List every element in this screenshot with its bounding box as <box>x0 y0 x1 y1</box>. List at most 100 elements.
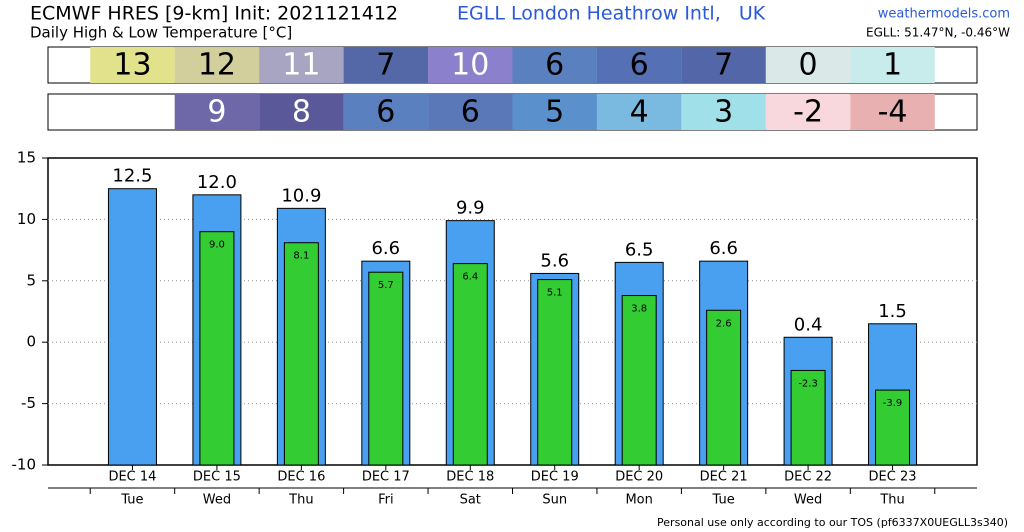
x-tick-label: DEC 17 <box>362 470 410 485</box>
value-label: 2.6 <box>716 318 732 329</box>
weekday-label: Sun <box>542 493 567 508</box>
summary-cell <box>765 47 851 83</box>
weekday-label: Thu <box>288 493 313 508</box>
summary-cell <box>596 94 682 130</box>
x-tick-label: DEC 15 <box>193 470 241 485</box>
x-tick-label: DEC 23 <box>869 470 917 485</box>
value-label: 1.5 <box>878 301 907 322</box>
coords: EGLL: 51.47°N, -0.46°W <box>866 26 1010 40</box>
y-tick-label: 15 <box>17 149 36 167</box>
bar <box>875 389 911 466</box>
weekday-label: Wed <box>794 493 822 508</box>
bar <box>706 309 742 466</box>
summary-cell <box>259 47 344 83</box>
summary-cell <box>428 94 513 130</box>
value-label: 9.0 <box>209 240 225 251</box>
summary-cell <box>512 47 597 83</box>
plot-frame <box>47 157 978 466</box>
summary-cell <box>259 94 344 130</box>
summary-value: 1 <box>883 48 902 83</box>
summary-cell <box>512 94 597 130</box>
value-label: 5.7 <box>378 280 394 291</box>
value-label: 6.5 <box>625 239 654 260</box>
x-tick-label: DEC 14 <box>108 470 156 485</box>
bar <box>537 279 573 466</box>
x-tick-label: DEC 20 <box>615 470 663 485</box>
x-tick-label: DEC 16 <box>277 470 325 485</box>
summary-cell <box>343 94 429 130</box>
value-label: 6.6 <box>371 238 400 259</box>
summary-value: 6 <box>545 48 564 83</box>
bar <box>621 295 657 466</box>
summary-value: 8 <box>292 95 311 130</box>
summary-cell <box>681 94 766 130</box>
y-tick-label: 10 <box>17 210 36 228</box>
x-tick-label: DEC 18 <box>446 470 494 485</box>
value-label: 6.4 <box>462 272 478 283</box>
value-label: -3.9 <box>883 398 903 409</box>
value-label: 10.9 <box>281 185 321 206</box>
summary-cell <box>428 47 513 83</box>
summary-value: 9 <box>207 95 226 130</box>
value-label: 5.1 <box>547 288 563 299</box>
weekday-label: Tue <box>120 493 143 508</box>
value-label: 5.6 <box>540 250 569 271</box>
summary-cell <box>681 47 766 83</box>
weekday-label: Fri <box>378 493 394 508</box>
y-tick-label: 0 <box>26 333 36 351</box>
value-label: -2.3 <box>798 378 818 389</box>
summary-cell <box>765 94 851 130</box>
location: EGLL London Heathrow Intl, UK <box>457 3 766 25</box>
footer: Personal use only according to our TOS (… <box>657 516 1008 529</box>
summary-value: 10 <box>451 48 489 83</box>
value-label: 8.1 <box>293 251 309 262</box>
value-label: 12.5 <box>112 166 152 187</box>
summary-value: 7 <box>376 48 395 83</box>
bar <box>283 242 319 466</box>
x-tick-label: DEC 21 <box>700 470 748 485</box>
summary-value: 12 <box>198 48 236 83</box>
summary-value: 5 <box>545 95 564 130</box>
value-label: 12.0 <box>197 172 237 193</box>
summary-cell <box>850 47 935 83</box>
summary-value: 13 <box>113 48 151 83</box>
summary-value: -4 <box>878 95 908 130</box>
bar <box>107 188 157 466</box>
summary-value: 11 <box>282 48 320 83</box>
subtitle: Daily High & Low Temperature [°C] <box>30 24 292 42</box>
y-tick-label: 5 <box>26 271 36 289</box>
weekday-label: Mon <box>625 493 652 508</box>
y-tick-label: -10 <box>12 456 37 474</box>
summary-cell <box>174 47 260 83</box>
title: ECMWF HRES [9-km] Init: 2021121412 <box>30 3 398 25</box>
weekday-label: Wed <box>203 493 231 508</box>
weekday-label: Sat <box>460 493 481 508</box>
site: weathermodels.com <box>878 7 1010 22</box>
weekday-label: Tue <box>712 493 735 508</box>
summary-value: -2 <box>793 95 823 130</box>
summary-value: 4 <box>630 95 649 130</box>
value-label: 3.8 <box>631 304 647 315</box>
x-tick-label: DEC 22 <box>784 470 832 485</box>
value-label: 9.9 <box>456 198 485 219</box>
summary-cell <box>343 47 429 83</box>
bar <box>368 271 404 466</box>
value-label: 0.4 <box>794 314 823 335</box>
x-tick-label: DEC 19 <box>531 470 579 485</box>
bar <box>452 263 488 466</box>
summary-value: 3 <box>714 95 733 130</box>
bar <box>199 231 235 466</box>
summary-cell <box>174 94 260 130</box>
y-tick-label: -5 <box>21 394 36 412</box>
summary-cell <box>850 94 935 130</box>
summary-value: 0 <box>799 48 818 83</box>
summary-value: 6 <box>376 95 395 130</box>
summary-value: 6 <box>630 48 649 83</box>
weekday-label: Thu <box>879 493 904 508</box>
summary-cell <box>90 47 175 83</box>
summary-value: 6 <box>461 95 480 130</box>
value-label: 6.6 <box>709 238 738 259</box>
summary-value: 7 <box>714 48 733 83</box>
